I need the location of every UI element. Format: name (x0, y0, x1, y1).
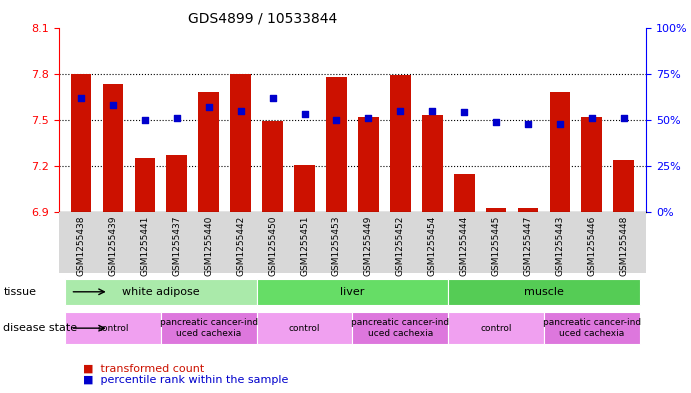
Bar (198, 92, 219, 212)
Bar (454, 174, 475, 212)
Bar (59, 212, 646, 273)
Text: ■  transformed count: ■ transformed count (83, 364, 204, 373)
Text: GSM1255454: GSM1255454 (428, 215, 437, 275)
Point (459, 109, 470, 116)
Bar (326, 77, 347, 212)
Bar (262, 121, 283, 212)
Point (618, 115, 630, 121)
Text: GSM1255439: GSM1255439 (108, 215, 117, 276)
Text: GSM1255445: GSM1255445 (491, 215, 500, 275)
Bar (70, 73, 91, 212)
Point (586, 115, 597, 121)
Bar (448, 312, 544, 344)
Point (140, 117, 151, 123)
Text: disease state: disease state (3, 323, 77, 333)
Point (331, 117, 342, 123)
Point (235, 107, 246, 114)
Text: GSM1255447: GSM1255447 (524, 215, 533, 275)
Bar (581, 117, 602, 212)
Text: GSM1255444: GSM1255444 (460, 215, 468, 275)
Text: GSM1255443: GSM1255443 (556, 215, 565, 275)
Point (522, 120, 533, 127)
Text: pancreatic cancer-ind
uced cachexia: pancreatic cancer-ind uced cachexia (160, 318, 258, 338)
Text: GSM1255451: GSM1255451 (300, 215, 309, 276)
Bar (549, 92, 570, 212)
Bar (135, 158, 155, 212)
Bar (65, 279, 256, 305)
Bar (518, 208, 538, 212)
Text: control: control (480, 324, 512, 332)
Bar (544, 312, 640, 344)
Text: pancreatic cancer-ind
uced cachexia: pancreatic cancer-ind uced cachexia (351, 318, 449, 338)
Bar (614, 160, 634, 212)
Text: white adipose: white adipose (122, 287, 200, 297)
Bar (486, 208, 507, 212)
Bar (358, 117, 379, 212)
Point (491, 119, 502, 125)
Bar (256, 279, 448, 305)
Point (267, 95, 278, 101)
Text: ■  percentile rank within the sample: ■ percentile rank within the sample (83, 375, 288, 385)
Bar (65, 312, 161, 344)
Text: GSM1255449: GSM1255449 (364, 215, 373, 275)
Text: GSM1255441: GSM1255441 (140, 215, 149, 275)
Point (395, 107, 406, 114)
Text: GSM1255437: GSM1255437 (172, 215, 181, 276)
Point (203, 104, 214, 110)
Text: GSM1255448: GSM1255448 (619, 215, 628, 275)
Bar (422, 115, 443, 212)
Bar (390, 75, 410, 212)
Point (363, 115, 374, 121)
Text: GSM1255450: GSM1255450 (268, 215, 277, 276)
Bar (352, 312, 448, 344)
Text: GSM1255446: GSM1255446 (587, 215, 596, 275)
Bar (230, 73, 251, 212)
Point (171, 115, 182, 121)
Bar (167, 155, 187, 212)
Text: pancreatic cancer-ind
uced cachexia: pancreatic cancer-ind uced cachexia (542, 318, 641, 338)
Point (75, 95, 86, 101)
Text: control: control (289, 324, 320, 332)
Text: control: control (97, 324, 129, 332)
Text: GSM1255442: GSM1255442 (236, 215, 245, 275)
Point (299, 111, 310, 118)
Bar (448, 279, 640, 305)
Bar (161, 312, 256, 344)
Text: GSM1255453: GSM1255453 (332, 215, 341, 276)
Text: muscle: muscle (524, 287, 564, 297)
Text: GSM1255452: GSM1255452 (396, 215, 405, 275)
Bar (256, 312, 352, 344)
Text: GSM1255438: GSM1255438 (77, 215, 86, 276)
Bar (103, 84, 124, 212)
Point (108, 102, 119, 108)
Point (554, 120, 565, 127)
Text: GSM1255440: GSM1255440 (205, 215, 214, 275)
Text: GDS4899 / 10533844: GDS4899 / 10533844 (188, 12, 337, 26)
Point (426, 107, 437, 114)
Bar (294, 165, 315, 212)
Text: tissue: tissue (3, 287, 37, 297)
Text: liver: liver (340, 287, 365, 297)
